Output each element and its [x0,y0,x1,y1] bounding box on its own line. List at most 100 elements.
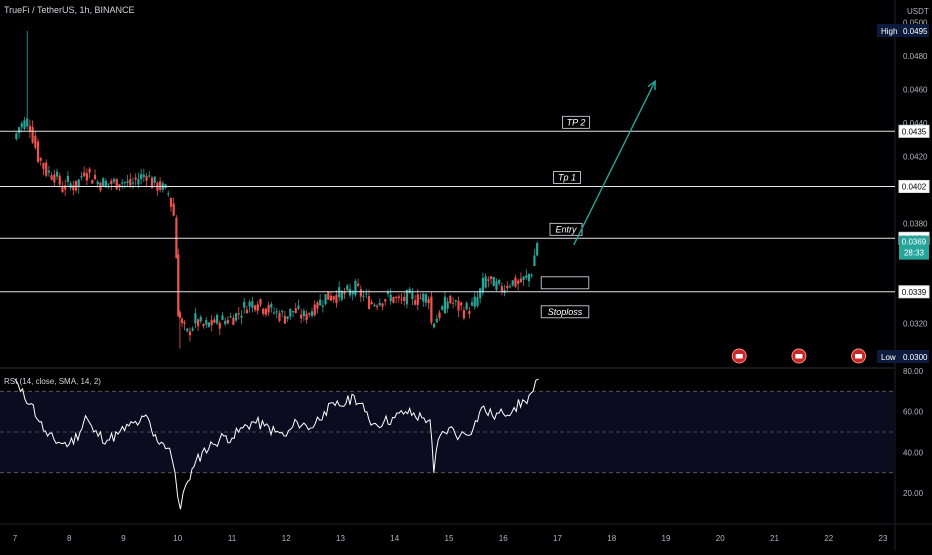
candle-body [202,324,205,326]
candle-body [294,308,297,314]
candle-body [300,314,303,319]
projection-arrow-line[interactable] [573,80,656,246]
level-label-box [540,305,590,319]
candle-body [172,203,175,216]
candle-body [489,276,493,279]
candle-body [226,320,230,324]
level-label: TP 2 [567,117,586,127]
candle-body [248,301,251,307]
date-tick-label: 12 [282,534,291,543]
candle-body [454,300,457,302]
candle-body [278,313,281,321]
candle-body [74,180,78,191]
candle-body [519,278,522,283]
candle-body [191,328,194,331]
candle-body [335,294,338,304]
candle-body [438,312,441,319]
candle-body [332,296,335,300]
candle-body [424,294,428,303]
candle-body [199,316,202,322]
candle-body [240,315,243,318]
date-tick-label: 19 [662,534,671,543]
candle-body [400,299,403,301]
rsi-tick-label: 60.00 [903,408,924,417]
candle-body [365,293,368,295]
candle-body [500,286,503,292]
candle-body [378,302,381,306]
candle-body [430,296,433,323]
candle-body [237,313,240,315]
candle-body [362,295,365,297]
candle-body [321,305,324,307]
candle-body [205,320,208,325]
price-tick-label: 0.0480 [903,52,928,61]
candle-body [140,173,143,180]
candle-body [194,313,197,324]
candle-body [316,302,319,309]
candle-body [530,274,533,276]
candle-body [69,183,72,188]
candle-body [45,162,48,176]
candle-body [180,318,184,324]
candle-body [131,182,135,184]
candle-body [253,305,257,310]
price-tick-label: 0.0380 [903,219,928,228]
candle-body [264,308,268,315]
candle-body [443,296,447,314]
price-tick-label: 0.0440 [903,119,928,128]
candle-body [177,254,180,317]
candle-body [23,120,26,129]
candle-body [308,313,311,315]
candle-body [42,162,45,169]
candle-body [28,125,32,132]
level-label-box [540,276,590,290]
candle-body [55,171,59,177]
candle-body [245,309,249,314]
candle-body [224,320,227,325]
candle-body [178,312,182,318]
candle-body [384,299,387,302]
date-tick-label: 20 [716,534,725,543]
candle-body [169,197,173,207]
rsi-tick-label: 80.00 [903,367,924,376]
candle-body [484,276,487,288]
price-tick-label: 0.0320 [903,320,928,329]
candle-body [77,179,80,188]
candle-body [386,291,390,294]
candle-body [251,301,254,308]
date-tick-label: 10 [173,534,182,543]
candle-body [432,323,436,328]
currency-label: USDT [907,7,929,16]
candle-body [47,170,51,173]
candle-body [476,297,479,306]
level-price-value: 0.0435 [902,127,927,136]
candle-body [118,184,121,188]
candle-body [107,183,110,185]
candle-body [183,322,186,324]
candle-body [262,308,265,314]
candle-body [351,291,354,295]
candle-body [210,320,213,326]
candle-body [470,302,474,306]
candle-body [83,172,86,177]
candle-body [15,133,18,140]
candle-body [416,294,419,305]
candle-body [389,294,392,302]
candle-body [462,310,466,319]
candle-body [91,179,94,184]
candle-body [286,316,289,320]
candle-body [129,179,132,186]
candle-body [525,275,528,278]
candle-body [123,182,126,184]
candle-body [506,285,509,289]
flag-icon-inner [735,354,743,359]
candle-body [26,118,29,127]
candle-body [267,304,270,313]
candle-body [34,135,37,148]
candle-body [441,306,444,310]
flag-icon-inner [795,354,803,359]
candle-body [359,289,362,297]
candle-body [110,180,113,184]
